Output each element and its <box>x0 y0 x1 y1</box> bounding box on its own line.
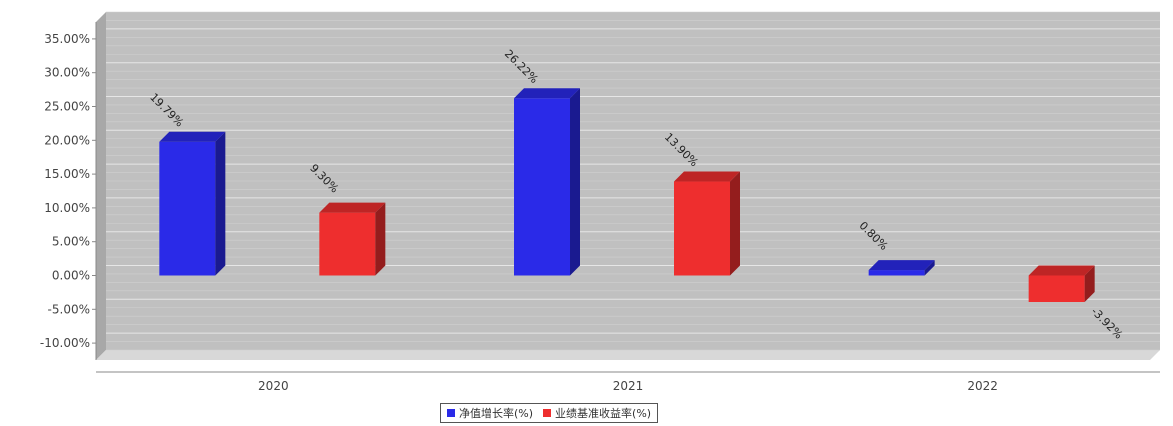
x-tick-label: 2020 <box>258 379 289 393</box>
x-axis: 2020 2021 2022 <box>96 371 1160 393</box>
bar <box>868 260 935 276</box>
y-tick-label: 0.00% <box>52 269 90 283</box>
y-tick-label: 5.00% <box>52 235 90 249</box>
bar <box>674 171 740 276</box>
legend-swatch-red <box>543 409 552 417</box>
bar <box>159 131 226 276</box>
plot-side-wall <box>96 12 106 360</box>
bar-front <box>514 98 570 276</box>
y-tick-label: 35.00% <box>44 32 90 46</box>
y-tick-label: -10.00% <box>40 336 90 350</box>
legend-swatch-blue <box>447 409 455 417</box>
bar-front <box>319 212 376 276</box>
y-tick-label: 30.00% <box>44 66 90 80</box>
plot-area <box>96 11 1160 360</box>
legend-label-nav-growth: 净值增长率(%) <box>459 407 534 420</box>
legend-item-nav-growth: 净值增长率(%) <box>447 405 533 421</box>
bar-front <box>674 181 730 276</box>
y-tick-label: 20.00% <box>44 133 90 147</box>
bar-top <box>868 260 935 271</box>
bar-side <box>375 202 386 276</box>
x-tick-label: 2022 <box>967 379 998 393</box>
y-tick-label: 15.00% <box>44 167 90 181</box>
bar-side <box>924 260 935 276</box>
bar-front <box>1028 275 1085 302</box>
bar-top <box>1028 265 1095 276</box>
x-tick-label: 2021 <box>613 379 644 393</box>
y-axis: -10.00% -5.00% 0.00% 5.00% 10.00% 15.00% 20.00… <box>40 22 97 360</box>
legend: 净值增长率(%) 业绩基准收益率(%) <box>440 403 659 423</box>
bar <box>1028 265 1095 302</box>
legend-item-benchmark: 业绩基准收益率(%) <box>543 405 651 421</box>
bar-side <box>215 131 226 276</box>
bars <box>159 88 1095 302</box>
bar-chart: -10.00% -5.00% 0.00% 5.00% 10.00% 15.00% 20.00… <box>40 11 1160 393</box>
y-tick-label: -5.00% <box>48 302 90 316</box>
bar-side <box>1084 265 1095 302</box>
bar-front <box>868 270 925 276</box>
bar-top <box>319 202 386 213</box>
y-tick-label: 10.00% <box>44 201 90 215</box>
plot-floor <box>96 350 1160 360</box>
bar-side <box>730 171 740 276</box>
bar-top <box>514 88 580 99</box>
legend-label-benchmark: 业绩基准收益率(%) <box>555 407 652 420</box>
bar-front <box>159 141 216 276</box>
y-tick-label: 25.00% <box>44 100 90 114</box>
bar-top <box>674 171 740 182</box>
bar-top <box>159 131 226 142</box>
bar <box>514 88 580 276</box>
bar-side <box>570 88 580 276</box>
bar <box>319 202 386 276</box>
